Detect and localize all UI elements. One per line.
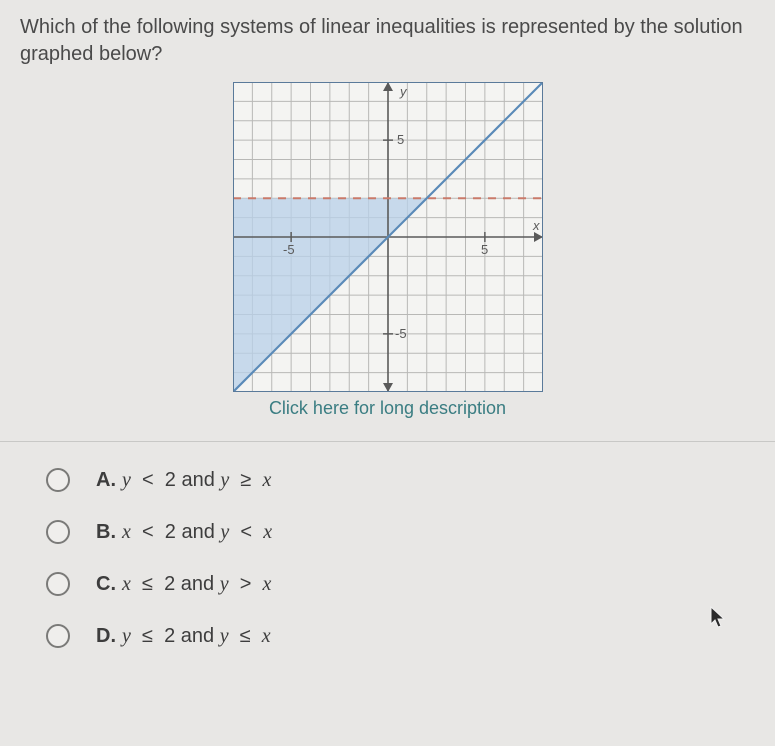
option-c[interactable]: C. x ≤ 2 and y > x: [46, 572, 755, 596]
option-a[interactable]: A. y < 2 and y ≥ x: [46, 468, 755, 492]
mouse-cursor-icon: [710, 606, 728, 630]
radio-d[interactable]: [46, 624, 70, 648]
options-group: A. y < 2 and y ≥ x B. x < 2 and y < x C.…: [0, 442, 775, 648]
radio-b[interactable]: [46, 520, 70, 544]
option-a-letter: A.: [96, 469, 116, 492]
x-axis-label: x: [532, 218, 540, 233]
option-d-letter: D.: [96, 625, 116, 648]
option-d-text: y ≤ 2 and y ≤ x: [122, 625, 271, 648]
graph-area: y x -5 5 5 -5 Click here for long descri…: [0, 82, 775, 419]
option-c-text: x ≤ 2 and y > x: [122, 573, 271, 596]
y-neg-tick: -5: [395, 326, 407, 341]
radio-a[interactable]: [46, 468, 70, 492]
option-d[interactable]: D. y ≤ 2 and y ≤ x: [46, 624, 755, 648]
radio-c[interactable]: [46, 572, 70, 596]
coordinate-graph: y x -5 5 5 -5: [233, 82, 543, 392]
y-pos-tick: 5: [397, 132, 404, 147]
question-text: Which of the following systems of linear…: [0, 0, 775, 76]
long-description-link[interactable]: Click here for long description: [269, 398, 506, 419]
option-b-letter: B.: [96, 521, 116, 544]
x-pos-tick: 5: [481, 242, 488, 257]
option-b-text: x < 2 and y < x: [122, 521, 272, 544]
option-b[interactable]: B. x < 2 and y < x: [46, 520, 755, 544]
x-neg-tick: -5: [283, 242, 295, 257]
option-c-letter: C.: [96, 573, 116, 596]
option-a-text: y < 2 and y ≥ x: [122, 469, 271, 492]
